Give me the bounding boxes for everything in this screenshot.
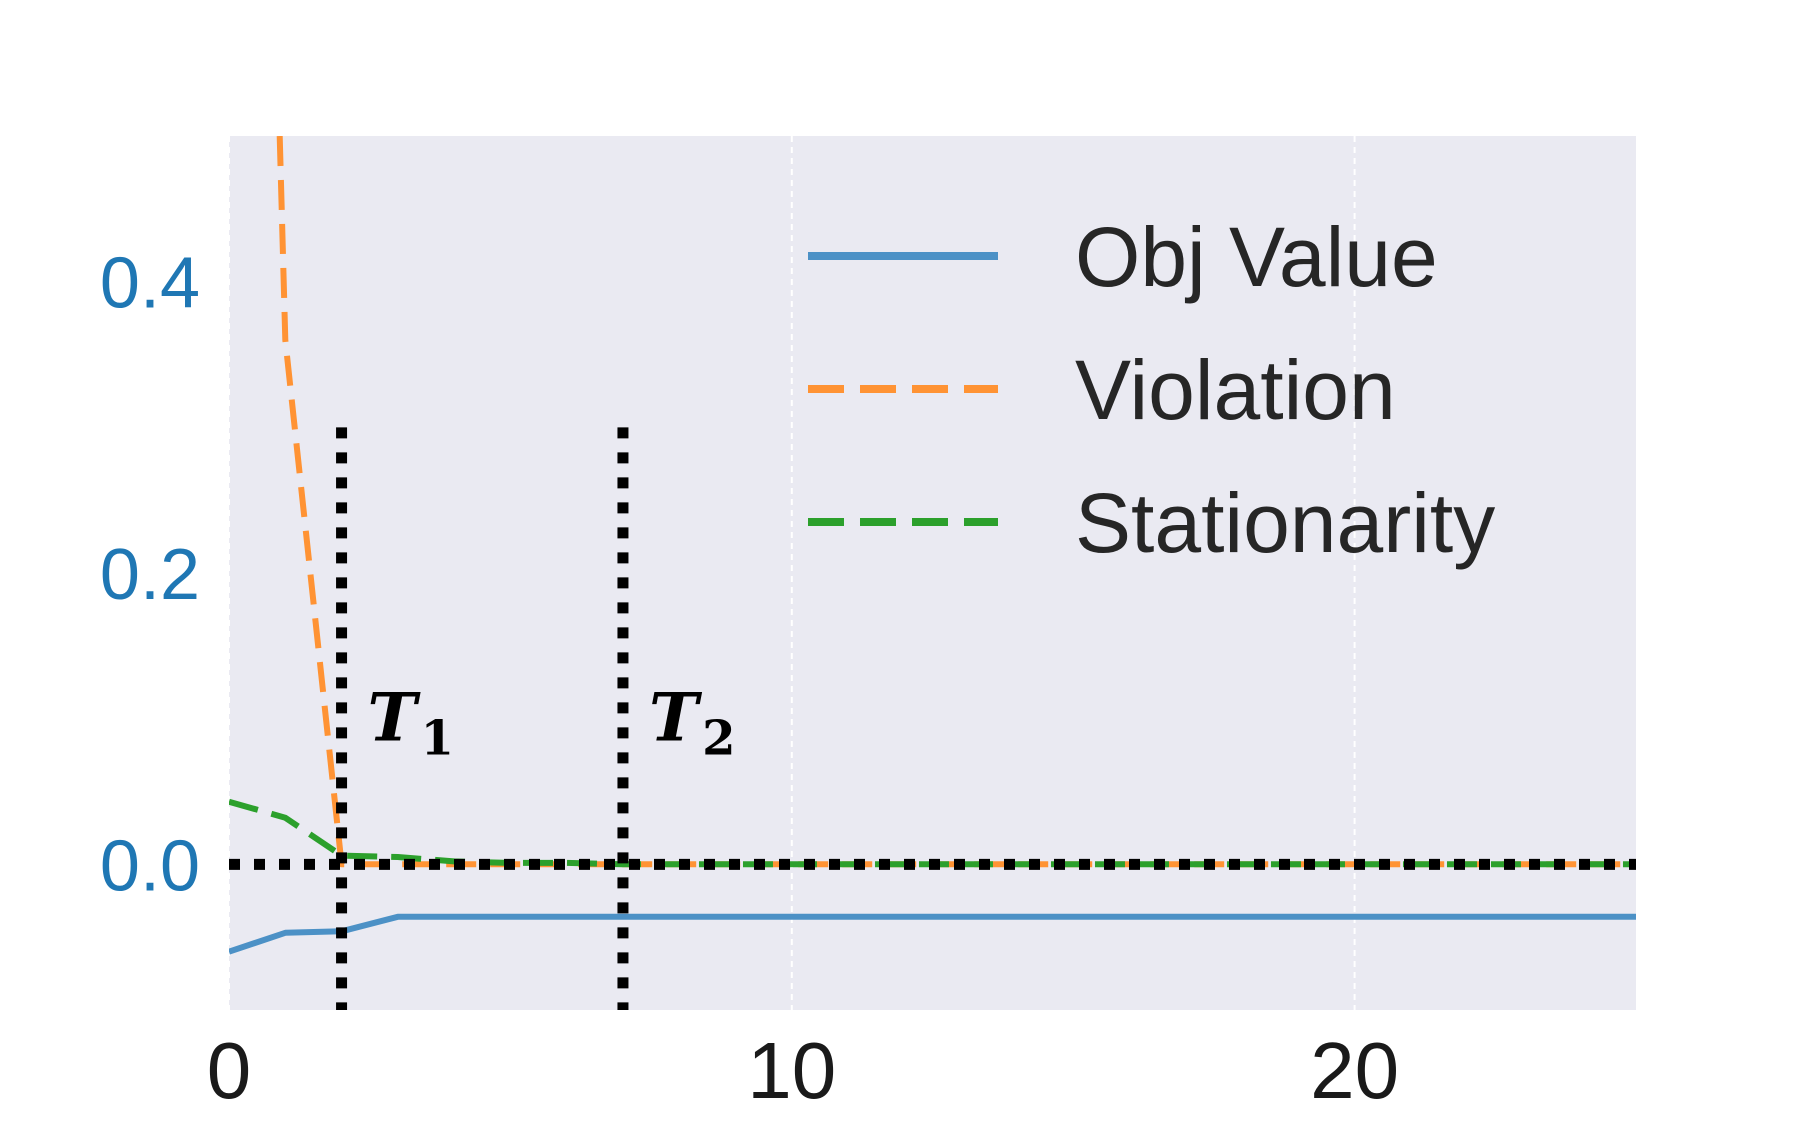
- annotations: T1 T2: [368, 679, 736, 767]
- annotation-T2: T2: [649, 679, 736, 767]
- annotation-T1: T1: [368, 679, 455, 767]
- legend-label: Violation: [1075, 343, 1396, 437]
- x-axis-ticks: 0 10 20: [207, 1026, 1399, 1115]
- y-tick-label: 0.4: [100, 244, 200, 324]
- x-tick-label: 0: [207, 1026, 252, 1115]
- y-tick-label: 0.0: [100, 826, 200, 906]
- reference-lines: [229, 427, 1636, 1010]
- x-tick-label: 10: [747, 1026, 836, 1115]
- y-axis-ticks: 0.0 0.2 0.4: [100, 244, 200, 907]
- series-line-obj-value: [229, 913, 1636, 955]
- legend-label: Obj Value: [1075, 210, 1438, 304]
- legend: Obj Value Violation Stationarity: [808, 210, 1495, 570]
- x-tick-label: 20: [1310, 1026, 1399, 1115]
- legend-label: Stationarity: [1075, 476, 1495, 570]
- y-tick-label: 0.2: [100, 535, 200, 615]
